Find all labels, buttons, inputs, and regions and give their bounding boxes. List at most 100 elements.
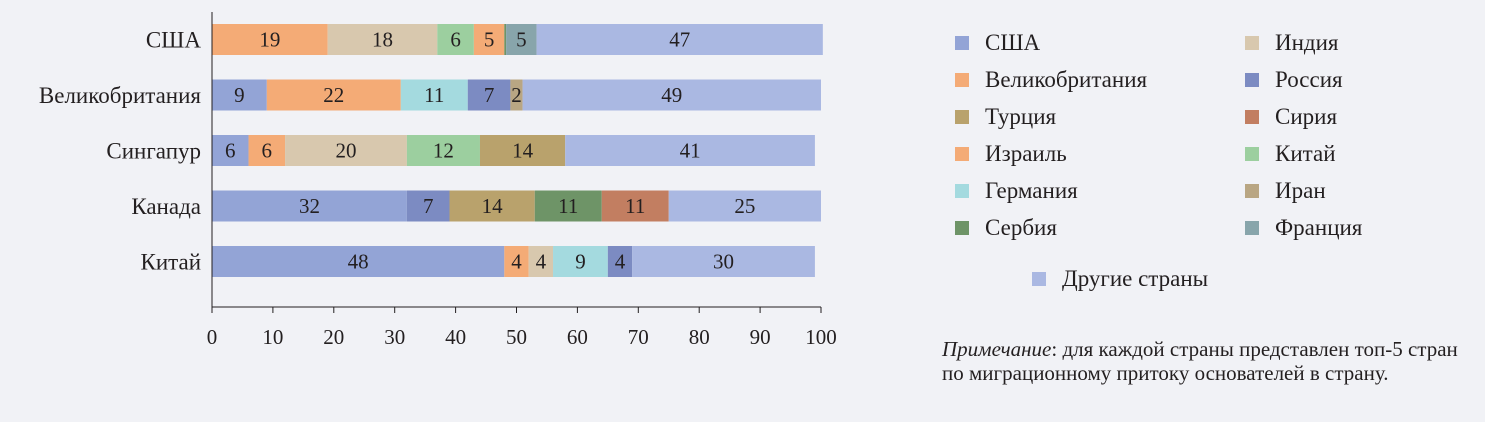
legend-swatch: [1245, 36, 1259, 50]
data-label: 48: [348, 250, 369, 274]
bar-segment: [522, 79, 821, 111]
bar-segment: [504, 246, 529, 277]
data-label: 19: [259, 28, 280, 52]
legend-item: Великобритания: [955, 67, 1147, 93]
bar-segment: [406, 135, 480, 166]
bar-segment: [212, 79, 267, 111]
data-label: 32: [299, 194, 320, 218]
data-label: 4: [511, 250, 522, 274]
legend-swatch: [1032, 272, 1046, 286]
data-label: 7: [423, 194, 434, 218]
x-tick-label: 20: [323, 325, 344, 349]
data-label: 14: [512, 139, 534, 163]
legend-label: Другие страны: [1062, 266, 1209, 291]
legend-item: Россия: [1245, 67, 1343, 93]
legend-label: Израиль: [985, 141, 1067, 166]
category-label: Канада: [131, 194, 201, 219]
data-label: 25: [734, 194, 755, 218]
legend-swatch: [955, 36, 969, 50]
legend-item: Иран: [1245, 178, 1326, 204]
bar-segment: [534, 190, 602, 222]
legend-swatch: [1245, 184, 1259, 198]
note-text: : для каждой страны представлен топ-5 ст…: [942, 337, 1458, 385]
note-label: Примечание: [942, 337, 1052, 361]
bar-segment: [510, 79, 523, 111]
legend-item: США: [955, 30, 1040, 56]
bar-segment: [266, 79, 401, 111]
category-label: Великобритания: [39, 83, 202, 108]
bar-segment: [437, 24, 474, 55]
data-label: 6: [262, 139, 273, 163]
legend-swatch: [1245, 73, 1259, 87]
x-tick-label: 70: [628, 325, 649, 349]
x-tick-label: 50: [506, 325, 527, 349]
data-label: 18: [372, 28, 393, 52]
legend-swatch: [955, 221, 969, 235]
chart-note: Примечание: для каждой страны представле…: [942, 337, 1472, 385]
x-tick-label: 100: [805, 325, 837, 349]
data-label: 30: [713, 250, 734, 274]
category-label: США: [146, 28, 202, 53]
x-tick-label: 80: [689, 325, 710, 349]
bar-segment: [212, 24, 328, 55]
category-label: Китай: [141, 250, 202, 275]
legend-item: Сербия: [955, 215, 1057, 241]
legend-swatch: [955, 184, 969, 198]
legend-swatch: [955, 73, 969, 87]
bar-segment: [504, 24, 507, 55]
data-label: 41: [680, 139, 701, 163]
data-label: 4: [615, 250, 626, 274]
chart-legend: США Великобритания Турция Израиль Германия Се…: [955, 30, 1435, 310]
legend-label: Россия: [1275, 67, 1343, 92]
data-label: 47: [669, 28, 690, 52]
bar-segment: [632, 246, 815, 277]
legend-item: Другие страны: [1032, 266, 1208, 292]
data-label: 12: [433, 139, 454, 163]
legend-item: Франция: [1245, 215, 1362, 241]
legend-swatch: [1245, 221, 1259, 235]
data-label: 5: [516, 28, 527, 52]
data-label: 11: [625, 194, 645, 218]
bar-segment: [601, 190, 669, 222]
x-tick-label: 0: [207, 325, 218, 349]
legend-swatch: [1245, 110, 1259, 124]
data-label: 6: [225, 139, 236, 163]
bar-segment: [285, 135, 407, 166]
bar-segment: [212, 190, 407, 222]
legend-item: Турция: [955, 104, 1056, 130]
legend-item: Германия: [955, 178, 1078, 204]
bar-segment: [536, 24, 823, 55]
x-tick-label: 40: [445, 325, 466, 349]
legend-item: Индия: [1245, 30, 1339, 56]
data-label: 9: [575, 250, 586, 274]
bar-segment: [479, 135, 566, 166]
bar-segment: [327, 24, 438, 55]
bar-segment: [506, 24, 537, 55]
legend-label: Турция: [985, 104, 1057, 129]
legend-label: Сербия: [985, 215, 1057, 240]
x-tick-label: 30: [384, 325, 405, 349]
bar-segment: [406, 190, 450, 222]
data-label: 2: [511, 83, 522, 107]
bar-segment: [449, 190, 535, 222]
data-label: 7: [484, 83, 495, 107]
bar-segment: [668, 190, 821, 222]
data-label: 11: [424, 83, 444, 107]
data-label: 20: [335, 139, 356, 163]
x-tick-label: 10: [262, 325, 283, 349]
x-tick-label: 60: [567, 325, 588, 349]
x-tick-label: 90: [750, 325, 771, 349]
legend-label: Великобритания: [985, 67, 1148, 92]
legend-label: Китай: [1275, 141, 1336, 166]
legend-label: Иран: [1275, 178, 1326, 203]
bar-segment: [467, 79, 511, 111]
bar-segment: [528, 246, 554, 277]
legend-label: Германия: [985, 178, 1078, 203]
legend-swatch: [955, 147, 969, 161]
data-label: 11: [558, 194, 578, 218]
data-label: 49: [661, 83, 682, 107]
legend-item: Израиль: [955, 141, 1067, 167]
bar-segment: [565, 135, 815, 166]
legend-label: США: [985, 30, 1041, 55]
data-label: 14: [482, 194, 504, 218]
